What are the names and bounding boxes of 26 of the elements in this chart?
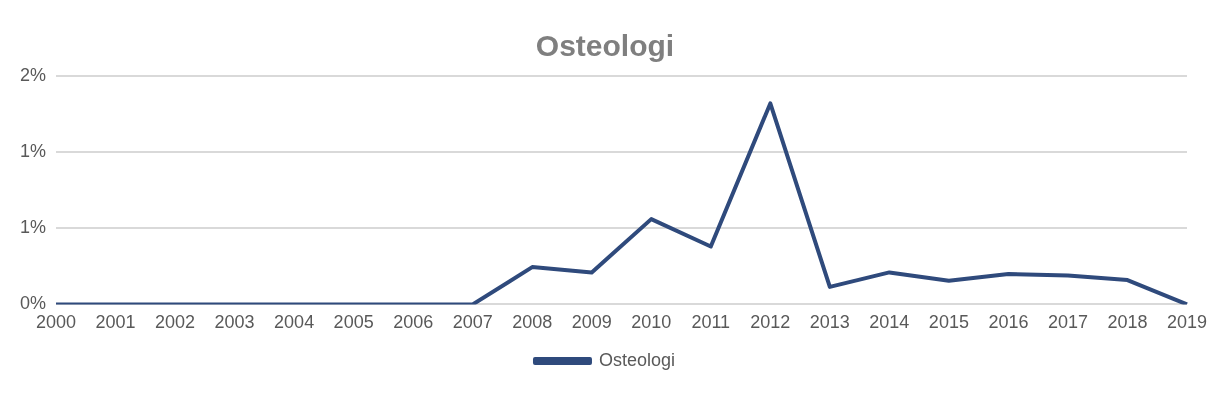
x-tick-label: 2003 <box>214 312 255 333</box>
x-tick-label: 2019 <box>1166 312 1207 333</box>
x-tick-label: 2012 <box>750 312 791 333</box>
y-tick-label: 1% <box>20 217 47 238</box>
x-tick-label: 2004 <box>274 312 315 333</box>
x-tick-label: 2018 <box>1107 312 1148 333</box>
x-tick-label: 2007 <box>452 312 493 333</box>
x-tick-label: 2013 <box>809 312 850 333</box>
x-tick-label: 2006 <box>393 312 434 333</box>
x-tick-label: 2011 <box>691 312 731 333</box>
x-tick-label: 2002 <box>155 312 196 333</box>
x-tick-label: 2010 <box>631 312 672 333</box>
x-tick-label: 2001 <box>95 312 136 333</box>
y-tick-label: 1% <box>20 141 47 162</box>
x-tick-label: 2014 <box>869 312 910 333</box>
legend-label: Osteologi <box>598 349 676 370</box>
x-tick-label: 2005 <box>333 312 374 333</box>
x-tick-label: 2016 <box>988 312 1029 333</box>
y-tick-label: 2% <box>20 64 47 85</box>
x-tick-label: 2008 <box>512 312 553 333</box>
x-tick-label: 2017 <box>1047 312 1088 333</box>
x-tick-label: 2000 <box>35 312 77 333</box>
x-tick-label: 2009 <box>571 312 612 333</box>
x-tick-label: 2015 <box>928 312 969 333</box>
chart-title: Osteologi <box>535 29 675 63</box>
y-tick-label: 0% <box>20 293 47 314</box>
